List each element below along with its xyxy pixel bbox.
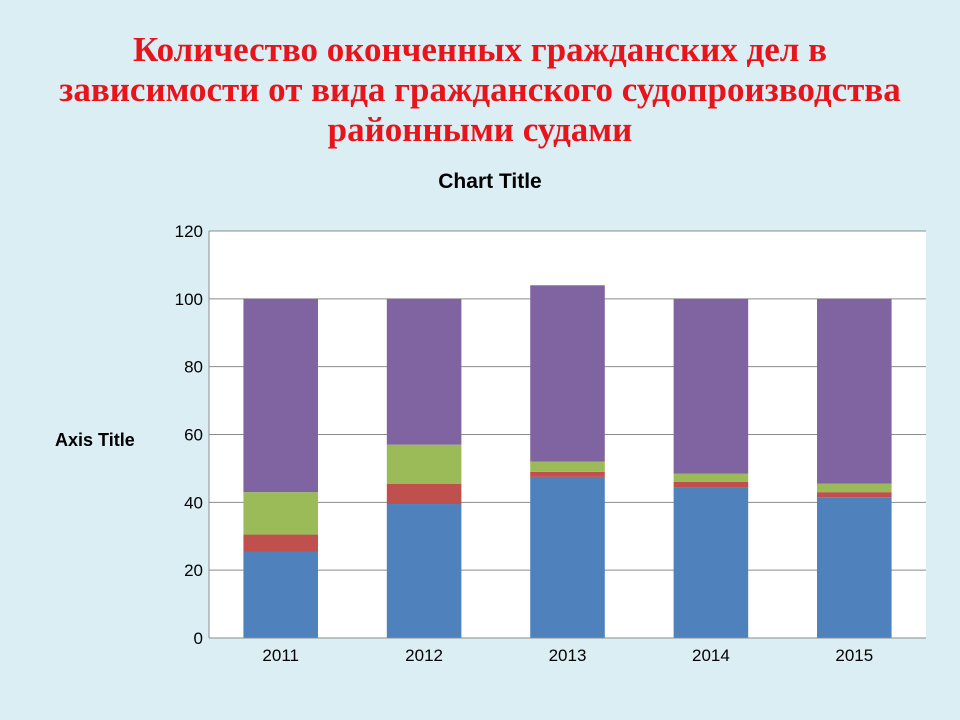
- bar-segment: [530, 471, 605, 477]
- tick-labels: 0 20 40 60 80 100 120 2011 2012 2013 2014 2015: [175, 222, 874, 665]
- bar-segment: [530, 285, 605, 462]
- x-tick-label: 2015: [835, 646, 873, 665]
- y-tick-label: 0: [194, 629, 203, 648]
- x-tick-label: 2014: [692, 646, 730, 665]
- bar-segment: [530, 461, 605, 472]
- y-tick-label: 80: [184, 358, 203, 377]
- bar-segment: [817, 483, 892, 493]
- bar-segment: [530, 476, 605, 638]
- bar-segment: [673, 481, 749, 488]
- bar-segment: [817, 298, 892, 484]
- axes: [208, 231, 926, 639]
- y-tick-label: 20: [184, 561, 203, 580]
- y-tick-label: 60: [184, 426, 203, 445]
- chart-title: Chart Title: [438, 170, 542, 193]
- bar-segment: [673, 487, 749, 638]
- y-tick-label: 120: [175, 222, 203, 241]
- bar-segment: [243, 298, 318, 493]
- x-tick-label: 2013: [549, 646, 587, 665]
- bars: [243, 285, 892, 638]
- bar-segment: [386, 298, 462, 445]
- bar-segment: [817, 497, 892, 638]
- y-tick-label: 100: [175, 290, 203, 309]
- y-axis-title: Axis Title: [55, 430, 135, 450]
- bar-segment: [386, 504, 462, 638]
- bar-segment: [243, 551, 318, 638]
- x-tick-label: 2012: [405, 646, 443, 665]
- y-tick-label: 40: [184, 493, 203, 512]
- bar-segment: [243, 492, 318, 535]
- x-tick-label: 2011: [262, 646, 299, 665]
- bar-segment: [673, 473, 749, 482]
- bar-segment: [817, 492, 892, 498]
- slide-title: Количество оконченных гражданских дел в …: [59, 30, 901, 149]
- bar-segment: [243, 534, 318, 552]
- bar-segment: [386, 483, 462, 505]
- bar-segment: [386, 444, 462, 484]
- bar-segment: [673, 298, 749, 474]
